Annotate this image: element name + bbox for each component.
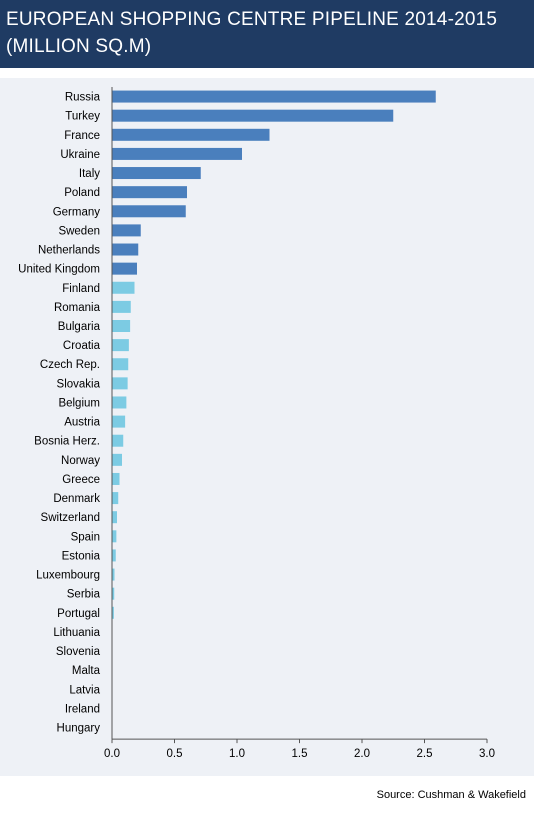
- bar: [112, 262, 137, 275]
- category-label: Russia: [65, 92, 101, 104]
- category-label: Poland: [64, 187, 100, 199]
- category-label: Ukraine: [60, 149, 100, 161]
- bar: [112, 167, 201, 180]
- category-label: Finland: [62, 283, 100, 295]
- bar: [112, 472, 120, 485]
- bar: [112, 377, 128, 390]
- category-label: Serbia: [67, 589, 101, 601]
- category-label: Belgium: [58, 397, 100, 409]
- category-label: Ireland: [65, 703, 100, 715]
- bar: [112, 587, 115, 600]
- x-tick-label: 3.0: [479, 748, 495, 760]
- category-label: Bulgaria: [58, 321, 101, 333]
- category-label: Sweden: [58, 225, 100, 237]
- bar: [112, 492, 119, 505]
- category-label: Lithuania: [53, 627, 100, 639]
- category-label: Switzerland: [41, 512, 100, 524]
- x-tick-label: 0.5: [167, 748, 183, 760]
- category-label: United Kingdom: [18, 264, 100, 276]
- bar: [112, 453, 122, 466]
- category-label: Hungary: [57, 723, 101, 735]
- x-tick-label: 1.0: [229, 748, 245, 760]
- category-label: Germany: [53, 206, 101, 218]
- chart-panel: [0, 78, 534, 776]
- bar: [112, 128, 270, 141]
- chart-title: EUROPEAN SHOPPING CENTRE PIPELINE 2014-2…: [6, 9, 498, 57]
- x-tick-label: 1.5: [292, 748, 308, 760]
- bar: [112, 90, 436, 103]
- bar: [112, 358, 129, 371]
- x-tick-label: 2.0: [354, 748, 370, 760]
- category-label: Malta: [72, 665, 101, 677]
- bar: [112, 530, 117, 543]
- category-label: Bosnia Herz.: [34, 436, 100, 448]
- category-label: Estonia: [62, 550, 101, 562]
- bar: [112, 205, 186, 218]
- category-label: Portugal: [57, 608, 100, 620]
- category-label: Greece: [62, 474, 100, 486]
- bar: [112, 606, 114, 619]
- bar: [112, 281, 135, 294]
- category-label: Spain: [71, 531, 100, 543]
- category-label: Luxembourg: [36, 570, 100, 582]
- chart-header: EUROPEAN SHOPPING CENTRE PIPELINE 2014-2…: [0, 0, 534, 68]
- category-label: Netherlands: [38, 245, 100, 257]
- category-label: Latvia: [69, 684, 100, 696]
- bar: [112, 339, 129, 352]
- source-note: Source: Cushman & Wakefield: [376, 789, 526, 801]
- bar: [112, 568, 115, 581]
- bar: [112, 224, 141, 237]
- category-label: Austria: [64, 417, 100, 429]
- category-label: Slovenia: [56, 646, 101, 658]
- bar: [112, 186, 187, 199]
- category-label: Norway: [61, 455, 100, 467]
- bar: [112, 415, 126, 428]
- category-label: Croatia: [63, 340, 101, 352]
- bar: [112, 300, 131, 313]
- category-label: Italy: [79, 168, 100, 180]
- bar: [112, 147, 242, 160]
- bar: [112, 434, 124, 447]
- bar: [112, 320, 131, 332]
- bar: [112, 396, 127, 409]
- category-label: Slovakia: [57, 378, 101, 390]
- bar: [112, 243, 139, 256]
- bar: [112, 511, 117, 524]
- category-label: Denmark: [53, 493, 100, 505]
- category-label: Turkey: [65, 111, 100, 123]
- category-label: Romania: [54, 302, 101, 314]
- bar: [112, 549, 116, 562]
- bar: [112, 109, 394, 122]
- x-tick-label: 0.0: [104, 748, 120, 760]
- category-label: Czech Rep.: [40, 359, 100, 371]
- category-label: France: [64, 130, 100, 142]
- x-tick-label: 2.5: [417, 748, 433, 760]
